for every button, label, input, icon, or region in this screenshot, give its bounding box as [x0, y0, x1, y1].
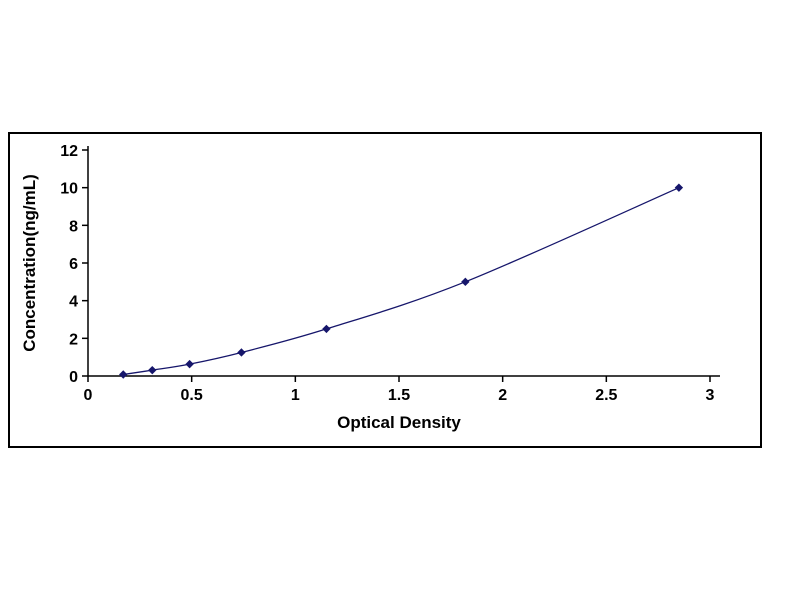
y-tick-label: 0: [69, 369, 78, 386]
x-tick-label: 2.5: [595, 387, 617, 404]
x-tick-label: 2: [498, 387, 507, 404]
x-tick-label: 0.5: [181, 387, 203, 404]
y-tick-label: 2: [69, 331, 78, 348]
y-tick-label: 10: [60, 181, 78, 198]
data-point-marker: [119, 370, 128, 379]
data-point-marker: [185, 359, 194, 369]
x-axis-title: Optical Density: [337, 413, 461, 432]
y-tick-label: 12: [60, 143, 78, 160]
y-axis-title: Concentration(ng/mL): [20, 174, 39, 352]
x-tick-label: 1: [291, 387, 300, 404]
standard-curve-line: [123, 187, 680, 376]
data-point-marker: [461, 277, 470, 287]
y-tick-label: 8: [69, 218, 78, 235]
x-tick-label: 0: [84, 387, 93, 404]
plot-svg: 0 2 4 6 8 10 12 0 0.5 1 1.5 2 2.5 3: [60, 143, 720, 404]
y-tick-label: 4: [69, 294, 78, 311]
elisa-standard-curve-chart: 0 2 4 6 8 10 12 0 0.5 1 1.5 2 2.5 3 Concentration(ng/…: [8, 132, 762, 448]
data-point-marker: [322, 324, 331, 334]
data-point-marker: [148, 365, 157, 375]
x-tick-label: 3: [706, 387, 715, 404]
data-point-marker: [237, 348, 246, 357]
y-tick-label: 6: [69, 256, 78, 273]
data-point-marker: [674, 183, 684, 192]
x-tick-label: 1.5: [388, 387, 410, 404]
